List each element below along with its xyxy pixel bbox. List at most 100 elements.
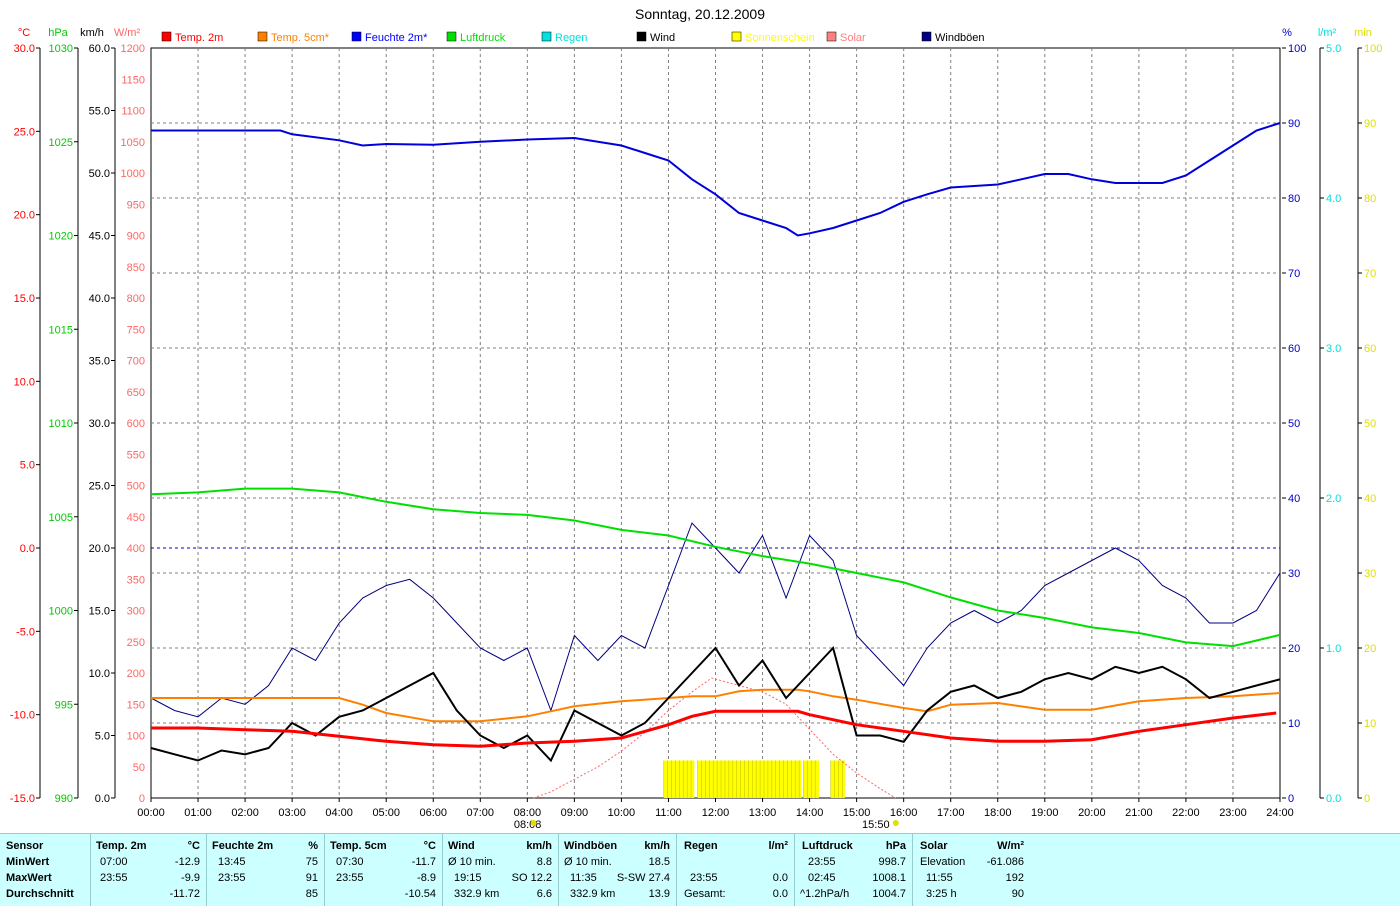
sunshine-bars xyxy=(663,760,845,798)
solar-tick-label: 300 xyxy=(127,606,145,618)
rain-tick-label: 2.0 xyxy=(1326,493,1341,505)
solar-tick-label: 150 xyxy=(127,699,145,711)
sunshine-bar xyxy=(663,760,695,798)
gusts-distance: 332.9 km xyxy=(570,888,616,900)
humidity-max-value: 91 xyxy=(305,872,318,884)
solar-max-time: 11:55 xyxy=(926,872,953,884)
solar-tick-label: 1100 xyxy=(121,106,145,118)
x-tick-label: 05:00 xyxy=(372,807,400,819)
solar-tick-label: 600 xyxy=(127,418,145,430)
stats-unit-temp2m: °C xyxy=(187,840,200,852)
humidity-tick-label: 10 xyxy=(1288,718,1300,730)
x-tick-label: 16:00 xyxy=(890,807,918,819)
wind-tick-label: 0.0 xyxy=(95,793,110,805)
axis-unit-label: W/m² xyxy=(114,27,141,39)
stats-unit-pressure: hPa xyxy=(885,840,906,852)
pressure-tick-label: 1015 xyxy=(49,324,73,336)
legend-label: Wind xyxy=(650,32,675,44)
wind-max-time: 19:15 xyxy=(454,872,482,884)
temp2m-avg-value: -11.72 xyxy=(169,888,200,900)
temp5cm-avg-value: -10.54 xyxy=(404,888,436,900)
solar-tick-label: 850 xyxy=(127,262,145,274)
sunshine-bar xyxy=(697,760,802,798)
x-tick-label: 13:00 xyxy=(749,807,777,819)
sun-tick-label: 60 xyxy=(1364,343,1376,355)
legend-swatch xyxy=(446,31,457,42)
stats-col-temp2m: Temp. 2m °C 07:00 23:55 -12.9 -9.9 -11.7… xyxy=(90,834,207,906)
wind-tick-label: 45.0 xyxy=(89,231,110,243)
x-tick-label: 14:00 xyxy=(796,807,824,819)
temp-tick-label: 30.0 xyxy=(14,43,35,55)
solar-tick-label: 350 xyxy=(127,574,145,586)
temp-tick-label: 15.0 xyxy=(14,293,35,305)
humidity-tick-label: 50 xyxy=(1288,418,1300,430)
temp2m-max-value: -9.9 xyxy=(181,872,200,884)
wind-tick-label: 20.0 xyxy=(89,543,110,555)
stats-header-pressure: Luftdruck xyxy=(802,840,853,852)
temp5cm-min-value: -11.7 xyxy=(411,856,436,868)
sunset-marker xyxy=(892,820,899,826)
stats-col-solar: Solar W/m² Elevation 11:55 3:25 h -61.08… xyxy=(912,834,1030,906)
rain-tick-label: 0.0 xyxy=(1326,793,1341,805)
stats-row-min: MinWert xyxy=(6,856,50,868)
wind-tick-label: 5.0 xyxy=(95,731,110,743)
axis-unit-label: min xyxy=(1354,27,1372,39)
wind-tick-label: 15.0 xyxy=(89,606,110,618)
solar-tick-label: 50 xyxy=(133,762,145,774)
temp-tick-label: -15.0 xyxy=(10,793,35,805)
legend-label: Windböen xyxy=(935,32,985,44)
solar-tick-label: 400 xyxy=(127,543,145,555)
stats-unit-temp5cm: °C xyxy=(423,840,436,852)
solar-tick-label: 500 xyxy=(127,481,145,493)
x-tick-label: 01:00 xyxy=(184,807,212,819)
stats-header-wind: Wind xyxy=(448,840,475,852)
axis-unit-label: l/m² xyxy=(1318,27,1337,39)
humidity-tick-label: 90 xyxy=(1288,118,1300,130)
sun-tick-label: 30 xyxy=(1364,568,1376,580)
sun-tick-label: 100 xyxy=(1364,43,1382,55)
solar-tick-label: 1000 xyxy=(121,168,145,180)
pressure-max-value: 1008.1 xyxy=(872,872,906,884)
series-feuchte-2m- xyxy=(151,122,1281,237)
humidity-avg-value: 85 xyxy=(305,888,318,900)
wind-tick-label: 55.0 xyxy=(89,106,110,118)
solar-tick-label: 750 xyxy=(127,324,145,336)
sun-tick-label: 20 xyxy=(1364,643,1376,655)
legend-label: Sonnenschein xyxy=(745,32,815,44)
stats-unit-gusts: km/h xyxy=(644,840,670,852)
solar-max-value: 192 xyxy=(1005,872,1024,884)
stats-header-gusts: Windböen xyxy=(564,840,618,852)
x-tick-label: 11:00 xyxy=(655,807,682,819)
legend-swatch xyxy=(731,31,742,42)
sun-tick-label: 10 xyxy=(1364,718,1376,730)
x-tick-label: 24:00 xyxy=(1266,807,1294,819)
temp2m-min-time: 07:00 xyxy=(100,856,128,868)
stats-header-humidity: Feuchte 2m xyxy=(212,840,274,852)
x-tick-label: 03:00 xyxy=(278,807,306,819)
rain-total-value: 0.0 xyxy=(772,888,788,900)
humidity-tick-label: 20 xyxy=(1288,643,1300,655)
plot-grid xyxy=(150,47,1281,799)
wind-tick-label: 50.0 xyxy=(89,168,110,180)
gusts-min-value: 18.5 xyxy=(648,856,670,868)
stats-col-sensor: Sensor MinWert MaxWert Durchschnitt xyxy=(0,834,91,906)
humidity-min-time: 13:45 xyxy=(218,856,246,868)
wind-tick-label: 25.0 xyxy=(89,481,110,493)
rain-tick-label: 3.0 xyxy=(1326,343,1341,355)
x-tick-label: 19:00 xyxy=(1031,807,1059,819)
x-tick-label: 04:00 xyxy=(325,807,353,819)
legend-label: Regen xyxy=(555,32,587,44)
temp5cm-min-time: 07:30 xyxy=(336,856,364,868)
temp-tick-label: 10.0 xyxy=(14,376,35,388)
stats-unit-wind: km/h xyxy=(526,840,552,852)
left-axes: 30.0 25.0 20.0 15.0 10.0 5.0 0.0 -5.0 -10.0 -15.0… xyxy=(10,43,145,805)
gusts-max-value: S-SW 27.4 xyxy=(616,872,670,884)
solar-tick-label: 900 xyxy=(127,231,145,243)
wind-min-value: 8.8 xyxy=(536,856,552,868)
humidity-tick-label: 0 xyxy=(1288,793,1294,805)
pressure-tick-label: 1025 xyxy=(49,137,73,149)
series-temp-2m xyxy=(151,709,1277,748)
humidity-tick-label: 60 xyxy=(1288,343,1300,355)
stats-header-solar: Solar xyxy=(920,840,948,852)
sun-tick-label: 80 xyxy=(1364,193,1376,205)
